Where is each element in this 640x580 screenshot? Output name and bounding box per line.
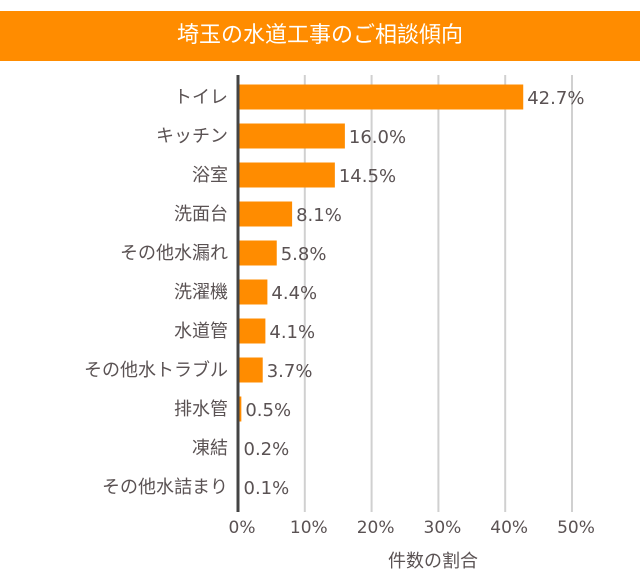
bar: [238, 240, 277, 266]
data-label: 0.5%: [245, 400, 291, 421]
data-label: 3.7%: [267, 361, 313, 382]
chart-title: 埼玉の水道工事のご相談傾向: [0, 11, 640, 61]
bar: [238, 318, 266, 344]
category-label: 水道管: [174, 321, 228, 342]
bar: [238, 396, 242, 422]
category-label: 凍結: [192, 438, 228, 459]
category-label: 排水管: [174, 399, 228, 420]
category-label: その他水漏れ: [120, 243, 228, 264]
category-label: その他水トラブル: [84, 359, 228, 381]
bar: [238, 123, 345, 149]
x-tick-label: 20%: [357, 518, 395, 538]
data-label: 5.8%: [281, 244, 327, 265]
data-label: 4.4%: [271, 283, 317, 304]
x-axis-title: 件数の割合: [388, 551, 478, 572]
x-tick-label: 40%: [490, 518, 528, 538]
data-label: 4.1%: [269, 322, 315, 343]
data-label: 14.5%: [339, 166, 396, 187]
data-label: 8.1%: [296, 205, 342, 226]
data-label: 0.2%: [244, 439, 290, 460]
x-tick-label: 50%: [557, 518, 595, 538]
category-label: その他水詰まり: [102, 477, 228, 498]
category-label: トイレ: [174, 87, 228, 108]
category-label: 洗面台: [174, 204, 228, 225]
category-label: キッチン: [156, 126, 228, 147]
category-label: 浴室: [192, 165, 228, 186]
bar: [238, 279, 268, 305]
x-tick-label: 10%: [290, 518, 328, 538]
bar: [238, 162, 335, 188]
data-label: 42.7%: [527, 88, 584, 109]
bar: [238, 201, 293, 227]
bar: [238, 357, 263, 383]
x-tick-label: 0%: [229, 518, 256, 538]
data-label: 16.0%: [349, 127, 406, 148]
bar: [238, 84, 524, 110]
data-label: 0.1%: [244, 478, 290, 499]
category-label: 洗濯機: [174, 282, 228, 303]
x-tick-label: 30%: [424, 518, 462, 538]
